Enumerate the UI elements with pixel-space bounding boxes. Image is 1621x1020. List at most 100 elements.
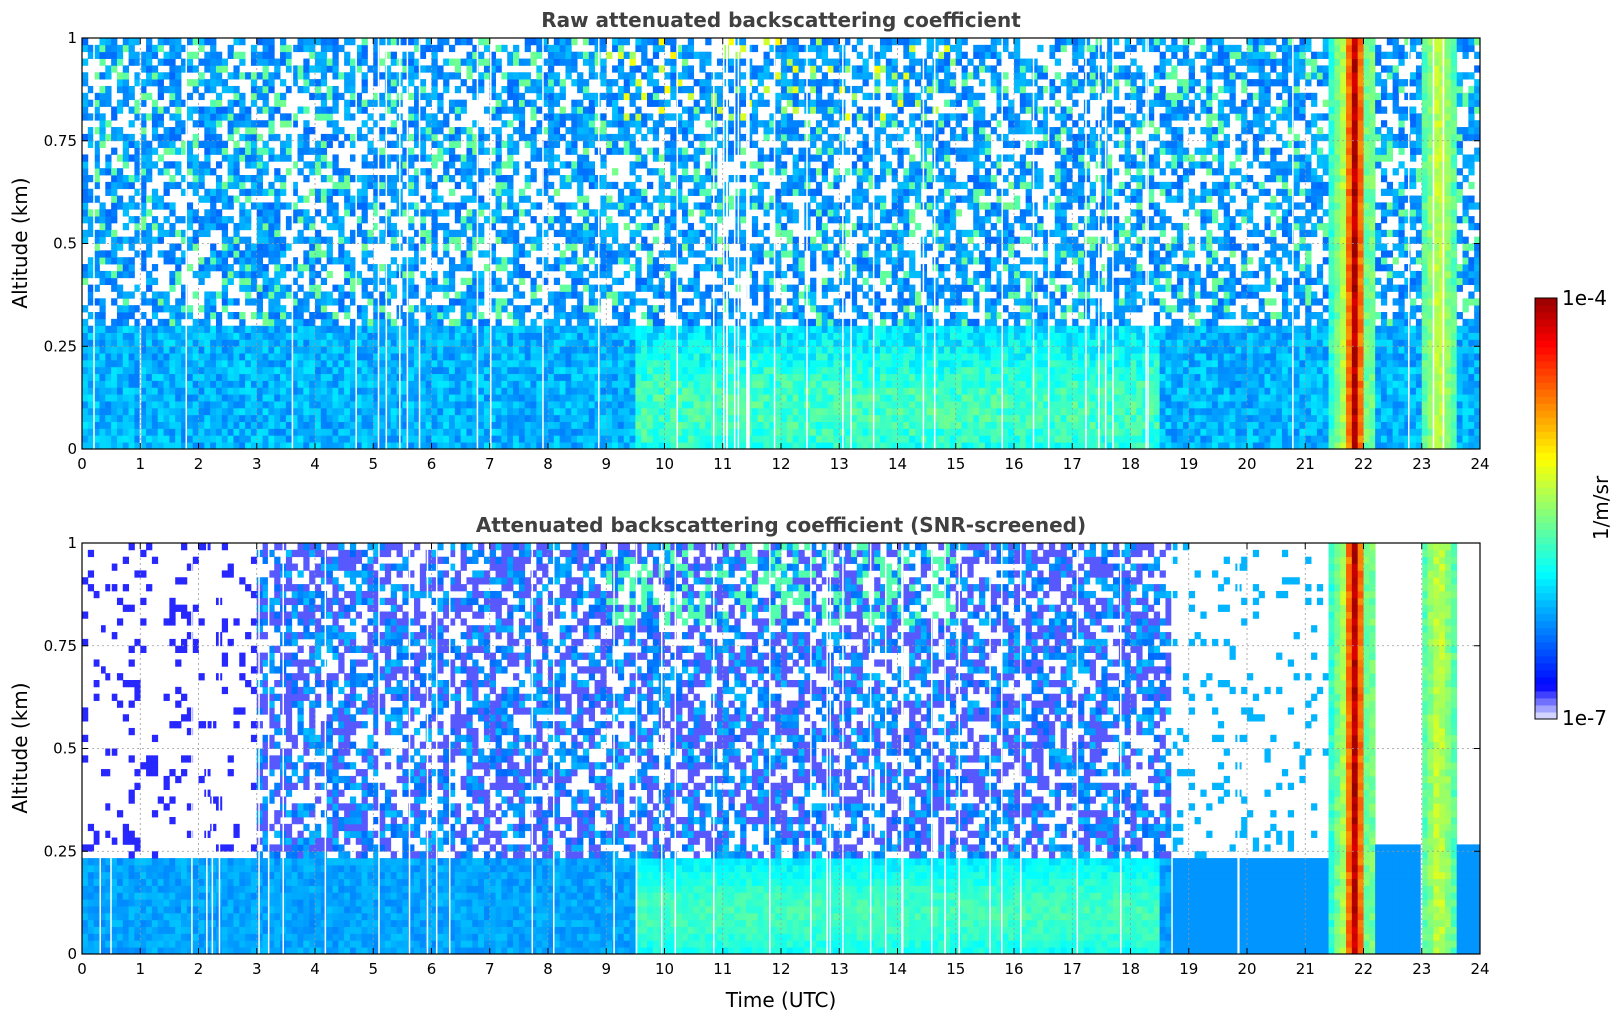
x-tick-label: 3	[252, 960, 262, 978]
colorbar-unit-label: 1/m/sr	[1589, 475, 1613, 540]
y-tick-label: 0.75	[44, 132, 77, 150]
x-tick-label: 1	[135, 960, 145, 978]
colorbar-swatch	[1535, 466, 1557, 474]
colorbar-swatch	[1535, 508, 1557, 517]
x-tick-label: 10	[655, 960, 674, 978]
colorbar-swatch	[1535, 690, 1557, 699]
colorbar-swatch	[1535, 319, 1557, 327]
colorbar-swatch	[1535, 452, 1557, 460]
x-tick-label: 22	[1354, 455, 1373, 473]
x-tick-label: 19	[1179, 455, 1198, 473]
y-axis-label-screened: Altitude (km)	[8, 682, 32, 813]
colorbar-swatch	[1535, 417, 1557, 425]
colorbar-swatch	[1535, 634, 1557, 643]
colorbar-swatch	[1535, 354, 1557, 362]
colorbar-swatch	[1535, 403, 1557, 411]
colorbar-swatch	[1535, 550, 1557, 559]
x-tick-label: 2	[194, 960, 204, 978]
x-tick-label: 23	[1412, 960, 1431, 978]
x-tick-label: 6	[427, 455, 437, 473]
raw-y-axis: 0 0.25 0.5 0.75 1	[44, 29, 1480, 458]
x-tick-label: 2	[194, 455, 204, 473]
colorbar-swatch	[1535, 522, 1557, 531]
colorbar-swatch	[1535, 641, 1557, 650]
x-tick-label: 0	[77, 960, 87, 978]
colorbar-swatch	[1535, 431, 1557, 439]
x-tick-label: 18	[1121, 455, 1140, 473]
x-tick-label: 24	[1470, 455, 1489, 473]
colorbar-swatch	[1535, 480, 1557, 488]
colorbar-swatch	[1535, 585, 1557, 594]
raw-gridlines	[82, 38, 1480, 449]
x-tick-label: 7	[485, 960, 495, 978]
colorbar-swatch	[1535, 613, 1557, 622]
colorbar-swatch	[1535, 557, 1557, 566]
colorbar-swatch	[1535, 536, 1557, 545]
x-tick-label: 15	[946, 455, 965, 473]
colorbar-swatch	[1535, 599, 1557, 608]
colorbar-swatch	[1535, 347, 1557, 355]
colorbar-swatch	[1535, 648, 1557, 657]
screened-backscatter-panel: Attenuated backscattering coefficient (S…	[8, 513, 1490, 1012]
x-tick-label: 6	[427, 960, 437, 978]
screened-gridlines	[82, 543, 1480, 954]
x-tick-label: 21	[1296, 455, 1315, 473]
raw-x-axis: 0 1 2 3 4 5 6 7 8 9 10 11 12 13 14 15 16 17 18 19 20 21 22 23 24	[77, 38, 1490, 473]
colorbar-swatch	[1535, 368, 1557, 376]
x-tick-label: 20	[1237, 455, 1256, 473]
colorbar-swatch	[1535, 326, 1557, 334]
colorbar-swatch	[1535, 340, 1557, 348]
colorbar-swatch	[1535, 424, 1557, 432]
raw-heatmap	[82, 38, 1480, 449]
colorbar-swatch	[1535, 382, 1557, 390]
x-tick-label: 17	[1063, 455, 1082, 473]
colorbar-swatch	[1535, 543, 1557, 552]
x-tick-label: 1	[135, 455, 145, 473]
x-tick-label: 14	[888, 960, 907, 978]
colorbar-swatch	[1535, 438, 1557, 446]
colorbar-swatch	[1535, 662, 1557, 671]
colorbar-swatch	[1535, 305, 1557, 313]
x-tick-label: 21	[1296, 960, 1315, 978]
x-tick-label: 0	[77, 455, 87, 473]
x-tick-label: 24	[1470, 960, 1489, 978]
x-tick-label: 12	[771, 455, 790, 473]
colorbar-swatch	[1535, 606, 1557, 615]
x-tick-label: 18	[1121, 960, 1140, 978]
chart-title-screened: Attenuated backscattering coefficient (S…	[476, 513, 1086, 537]
x-tick-label: 14	[888, 455, 907, 473]
colorbar-swatch	[1535, 676, 1557, 685]
y-tick-label: 0.25	[44, 842, 77, 860]
colorbar-swatch	[1535, 396, 1557, 404]
y-tick-label: 1	[67, 29, 77, 47]
y-tick-label: 0.25	[44, 337, 77, 355]
x-tick-label: 4	[310, 960, 320, 978]
x-tick-label: 13	[830, 960, 849, 978]
colorbar-swatch	[1535, 571, 1557, 580]
colorbar-swatch	[1535, 445, 1557, 453]
screened-x-axis: 0 1 2 3 4 5 6 7 8 9 10 11 12 13 14 15 16 17 18 19 20 21 22 23 24	[77, 543, 1490, 978]
y-tick-label: 0.5	[53, 740, 77, 758]
raw-backscatter-panel: Raw attenuated backscattering coefficien…	[8, 8, 1490, 473]
colorbar-swatch	[1535, 333, 1557, 341]
colorbar-frame	[1534, 297, 1558, 720]
colorbar-max-label: 1e-4	[1562, 286, 1607, 310]
x-tick-label: 8	[543, 960, 553, 978]
y-tick-label: 0.5	[53, 235, 77, 253]
colorbar-swatch	[1535, 529, 1557, 538]
x-tick-label: 19	[1179, 960, 1198, 978]
colorbar-swatch	[1535, 627, 1557, 636]
colorbar-swatch	[1535, 564, 1557, 573]
colorbar-swatch	[1535, 298, 1557, 306]
colorbar-swatch	[1535, 389, 1557, 397]
x-axis-label: Time (UTC)	[725, 988, 837, 1012]
colorbar-swatch	[1535, 655, 1557, 664]
colorbar-swatch	[1535, 704, 1557, 713]
colorbar: 1e-4 1e-7 1/m/sr	[1534, 286, 1613, 730]
x-tick-label: 9	[601, 960, 611, 978]
colorbar-swatches	[1535, 298, 1557, 720]
colorbar-swatch	[1535, 620, 1557, 629]
colorbar-swatch	[1535, 494, 1557, 502]
x-tick-label: 5	[368, 455, 378, 473]
